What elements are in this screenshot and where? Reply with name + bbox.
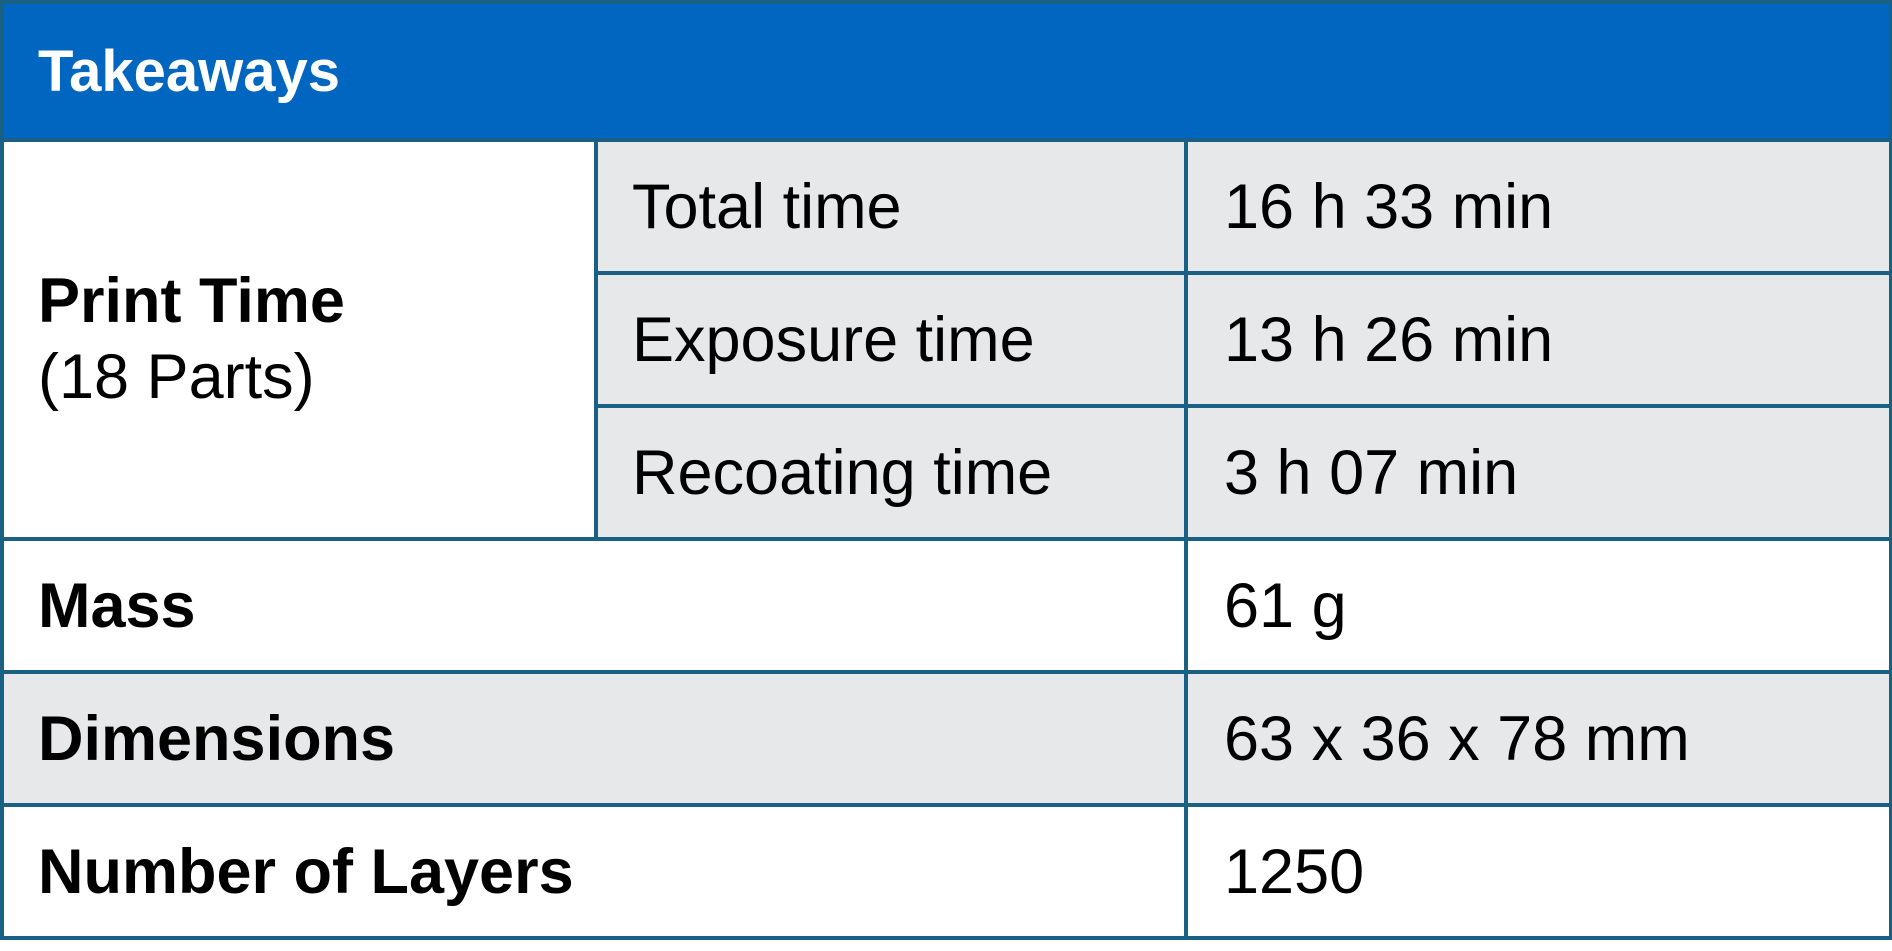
dimensions-value: 63 x 36 x 78 mm bbox=[1183, 670, 1892, 807]
exposure-time-label: Exposure time bbox=[594, 271, 1188, 408]
mass-value: 61 g bbox=[1183, 537, 1892, 674]
table-row-exposure-time: Exposure time 13 h 26 min bbox=[2, 271, 1892, 408]
print-time-label-cell: Print Time (18 Parts) bbox=[0, 138, 598, 541]
layers-label: Number of Layers bbox=[0, 803, 1188, 940]
table-row-total-time: Print Time (18 Parts) Total time 16 h 33… bbox=[0, 138, 1892, 541]
total-time-value: 16 h 33 min bbox=[1183, 138, 1892, 275]
print-time-label: Print Time bbox=[38, 265, 345, 336]
header-row: Takeaways bbox=[0, 0, 1892, 142]
table-row-dimensions: Dimensions 63 x 36 x 78 mm bbox=[0, 670, 1892, 807]
table-row-layers: Number of Layers 1250 bbox=[0, 803, 1892, 940]
total-time-label: Total time bbox=[594, 138, 1188, 275]
print-time-sublabel: (18 Parts) bbox=[38, 341, 315, 412]
table-row-mass: Mass 61 g bbox=[0, 537, 1892, 674]
table-title: Takeaways bbox=[0, 0, 1892, 142]
layers-value: 1250 bbox=[1183, 803, 1892, 940]
recoating-time-label: Recoating time bbox=[594, 404, 1188, 541]
table-row-recoating-time: Recoating time 3 h 07 min bbox=[2, 404, 1892, 541]
exposure-time-value: 13 h 26 min bbox=[1183, 271, 1892, 408]
recoating-time-value: 3 h 07 min bbox=[1183, 404, 1892, 541]
dimensions-label: Dimensions bbox=[0, 670, 1188, 807]
mass-label: Mass bbox=[0, 537, 1188, 674]
